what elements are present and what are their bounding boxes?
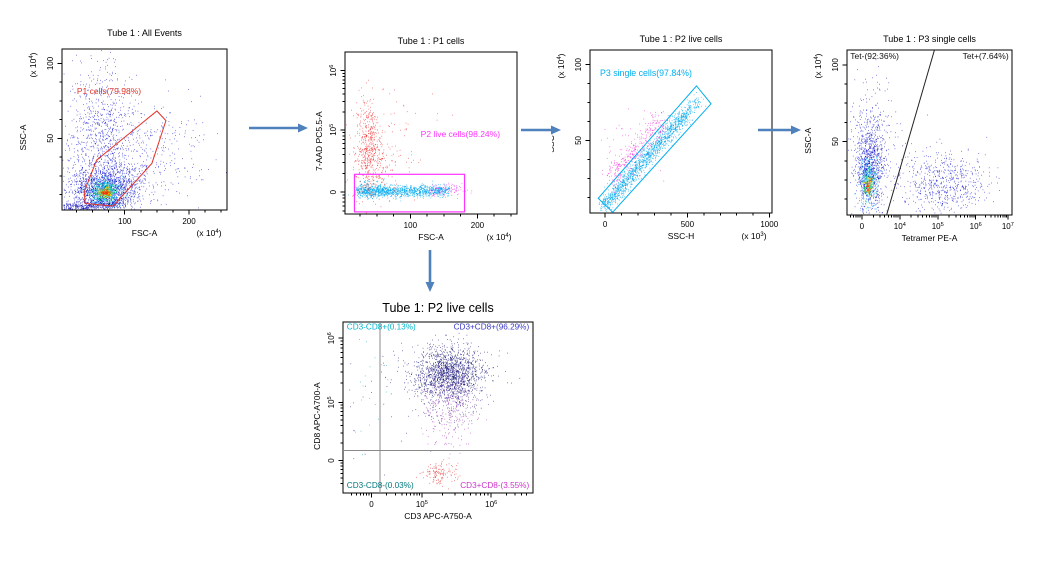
scatter-population [349,342,439,476]
scatter-population [76,50,227,210]
scatter-population [868,138,956,213]
scatter-population [416,457,461,490]
y-tick-label: 100 [46,56,55,70]
gate-label: CD3+CD8+(96.29%) [454,323,530,332]
scatter-population [602,111,671,193]
gate-label: Tet-(92.36%) [850,51,899,61]
scatter-population [411,182,473,199]
plot-p2-live-cells: Tube 1 : P2 live cells P3 single cells(97… [552,34,779,241]
gate-polygon [83,110,167,207]
gate-label: P3 single cells(97.84%) [600,68,692,78]
y-axis-label: 7-AAD PC5.5-A [314,111,324,171]
x-axis-label: CD3 APC-A750-A [404,511,472,521]
y-tick-label: 100 [831,58,840,72]
x-axis-unit: (x 104) [196,228,221,238]
y-axis-unit: (x 104) [556,53,566,78]
scatter-population [672,92,708,123]
plot-title: Tube 1: P2 live cells [382,301,493,315]
plot-frame [61,48,228,211]
y-axis-unit: (x 104) [28,52,38,77]
x-axis-label: Tetramer PE-A [902,233,958,243]
x-tick-label: 200 [182,217,196,226]
y-tick-label: 106 [329,65,338,77]
y-axis-label: CD8 APC-A700-A [312,382,322,450]
x-tick-label: 106 [970,222,982,231]
x-axis-unit: (x 103) [741,231,766,241]
y-tick-label: 105 [327,396,336,408]
scatter-population [353,339,389,456]
gate-label: CD3-CD8+(0.13%) [347,323,416,332]
gate-rect [353,173,466,213]
x-tick-label: 200 [471,221,485,230]
x-axis-unit: (x 104) [486,232,511,242]
plot-frame [589,49,773,214]
plot-title: Tube 1 : P2 live cells [640,34,723,44]
scatter-population [598,109,693,213]
scatter-population [421,363,487,468]
plot-frame [342,321,534,494]
x-tick-label: 0 [860,222,865,231]
y-tick-label: 100 [574,57,583,71]
x-tick-label: 107 [1002,222,1014,231]
y-tick-label: 0 [327,458,336,463]
x-tick-label: 100 [404,221,418,230]
plot-all-events: Tube 1 : All Events P1 cells(79.98%) 100 20… [18,28,228,238]
plot-cd3-cd8-quadrants: Tube 1: P2 live cells CD3-CD8+(0.13%) CD3+… [312,301,534,521]
scatter-population [349,79,385,214]
x-axis-label: SSC-H [668,231,694,241]
gate-label: P2 live cells(98.24%) [421,129,501,139]
gate-polygon [597,85,712,213]
scatter-population [348,178,396,200]
x-axis-label: FSC-A [132,228,158,238]
plot-title: Tube 1 : All Events [107,28,182,38]
scatter-population [404,357,489,445]
x-tick-label: 105 [932,222,944,231]
scatter-population [865,180,872,194]
plot-p3-single-cells: Tube 1 : P3 single cells Tet-(92.36%) Tet+… [803,34,1014,243]
x-tick-label: 106 [485,500,497,509]
scatter-population [601,108,670,190]
plot-p1-cells: Tube 1 : P1 cells P2 live cells(98.24%) 10… [314,36,518,242]
y-axis-label: SSC-A [552,126,556,152]
x-tick-label: 104 [894,222,906,231]
y-tick-label: 50 [46,133,55,142]
y-tick-label: 106 [327,332,336,344]
scatter-population [89,179,127,204]
y-axis-label: SSC-A [803,127,813,153]
gate-label: CD3+CD8-(3.55%) [460,481,529,490]
scatter-population [99,188,112,198]
gate-separator-line [886,49,935,216]
gate-label: Tet+(7.64%) [963,51,1009,61]
gate-label: P1 cells(79.98%) [77,86,141,96]
y-axis-unit: (x 104) [813,53,823,78]
y-tick-label: 50 [574,135,583,144]
scatter-population [346,87,453,208]
x-tick-label: 0 [369,500,374,509]
x-tick-label: 0 [603,220,608,229]
plot-title: Tube 1 : P1 cells [398,36,465,46]
y-tick-label: 0 [329,189,338,194]
gate-label: CD3-CD8-(0.03%) [347,481,414,490]
plot-title: Tube 1 : P3 single cells [883,34,976,44]
x-axis-label: FSC-A [418,232,444,242]
x-tick-label: 500 [681,220,695,229]
scatter-population [874,114,1000,214]
y-tick-label: 105 [329,124,338,136]
plot-frame [846,49,1013,216]
y-axis-label: SSC-A [18,124,28,150]
arrow-p1-to-cd3cd8-head [425,282,435,292]
scatter-population [848,55,903,212]
x-tick-label: 105 [416,500,428,509]
x-tick-label: 100 [118,217,132,226]
y-tick-label: 50 [831,137,840,146]
x-tick-label: 1000 [760,220,778,229]
